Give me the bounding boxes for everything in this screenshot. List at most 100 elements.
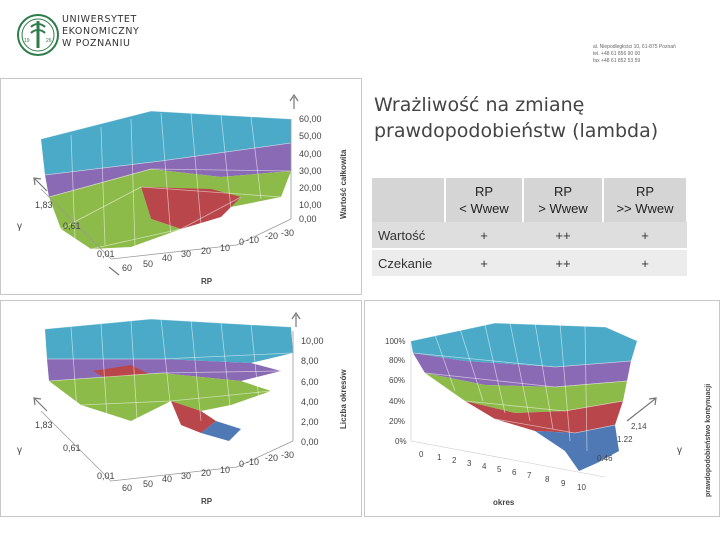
- x-tick: 2: [452, 456, 457, 465]
- z-tick: 10,00: [299, 200, 322, 210]
- surface-chart-value: 60,00 50,00 40,00 30,00 20,00 10,00 0,00…: [17, 93, 348, 286]
- x-tick: -10: [246, 235, 259, 245]
- x-tick: 0: [419, 450, 424, 459]
- surface-chart-probability-panel: 100% 80% 60% 40% 20% 0% 0 1 2 3 4 5 6 7 …: [364, 300, 720, 517]
- x-tick: 0: [239, 237, 244, 247]
- y-tick: 1,83: [35, 420, 53, 430]
- surface-chart-probability: 100% 80% 60% 40% 20% 0% 0 1 2 3 4 5 6 7 …: [385, 322, 712, 507]
- x-tick: -30: [281, 450, 294, 460]
- y-tick: 0.46: [597, 454, 613, 463]
- table-row: Czekanie + ++ +: [372, 248, 687, 276]
- x-tick: 40: [162, 474, 172, 484]
- contact-phone: tel. +48 61 856 90 00: [593, 51, 641, 57]
- z-tick: 10,00: [301, 336, 324, 346]
- x-tick: 4: [482, 462, 487, 471]
- table-header-cell: RP >> Wwew: [603, 178, 688, 222]
- surface-chart-value-panel: 60,00 50,00 40,00 30,00 20,00 10,00 0,00…: [0, 78, 362, 295]
- surface-band-green-front: [61, 187, 181, 249]
- surface-band-teal: [411, 323, 637, 367]
- x-tick: 50: [143, 479, 153, 489]
- y-tick: 0,61: [63, 443, 81, 453]
- logo-line-3: W POZNANIU: [62, 38, 131, 49]
- surface-chart-periods-panel: 10,00 8,00 6,00 4,00 2,00 0,00 Liczba ok…: [0, 300, 362, 517]
- university-logo: 19 26: [17, 14, 59, 56]
- logo-line-2: EKONOMICZNY: [62, 26, 140, 37]
- table-cell: ++: [523, 222, 603, 249]
- z-tick: 80%: [389, 356, 405, 365]
- z-tick: 0%: [395, 437, 407, 446]
- x-tick: 1: [437, 453, 442, 462]
- z-tick: 4,00: [301, 397, 319, 407]
- z-tick: 40,00: [299, 149, 322, 159]
- z-tick: 20%: [389, 417, 405, 426]
- x-tick: 9: [561, 479, 566, 488]
- z-tick: 40%: [389, 397, 405, 406]
- contact-address: al. Niepodległości 10, 61-875 Poznań: [593, 44, 676, 50]
- y-tick: 0,01: [97, 471, 115, 481]
- x-tick: 30: [181, 471, 191, 481]
- surface-band-teal: [41, 111, 291, 175]
- x-tick: -20: [265, 231, 278, 241]
- surface-band-green: [49, 169, 291, 229]
- table-cell: ++: [523, 248, 603, 276]
- y-tick: 1.22: [617, 435, 633, 444]
- x-axis-label: RP: [201, 497, 213, 506]
- table-cell: +: [603, 222, 687, 249]
- z-axis-label: Liczba okresów: [339, 369, 348, 429]
- x-tick: -30: [281, 228, 294, 238]
- y-axis-arrow-icon: [33, 177, 48, 192]
- z-tick: 2,00: [301, 417, 319, 427]
- x-axis-label: okres: [493, 498, 515, 507]
- z-tick: 60%: [389, 376, 405, 385]
- svg-text:26: 26: [46, 38, 52, 44]
- x-tick: 10: [220, 465, 230, 475]
- x-tick: 3: [467, 459, 472, 468]
- table-row-label: Wartość: [372, 222, 445, 249]
- x-tick: 30: [181, 249, 191, 259]
- table-row-label: Czekanie: [372, 248, 445, 276]
- slide-title: Wrażliwość na zmianę prawdopodobieństw (…: [374, 92, 694, 144]
- y-tick: 2,14: [631, 422, 647, 431]
- contact-fax: fax +48 61 852 53 59: [593, 58, 641, 64]
- contact-info: al. Niepodległości 10, 61-875 Poznań tel…: [593, 44, 693, 65]
- slide-title-line-2: prawdopodobieństw (lambda): [374, 120, 659, 142]
- surface-band-green: [49, 373, 271, 421]
- surface-band-red: [171, 401, 216, 433]
- x-tick: 20: [201, 246, 211, 256]
- surface-band-teal: [45, 319, 293, 363]
- surface-mesh: [44, 318, 294, 422]
- z-axis-label: prawdopodobieństwo kontynuacji: [705, 384, 712, 497]
- surface-band-red: [465, 401, 623, 433]
- surface-mesh: [40, 110, 292, 250]
- y-tick: 0,61: [63, 221, 81, 231]
- x-tick: -20: [265, 453, 278, 463]
- z-tick: 0,00: [301, 437, 319, 447]
- surface-band-green: [425, 373, 627, 413]
- surface-band-blue: [535, 425, 619, 471]
- y-tick: 1,83: [35, 200, 53, 210]
- svg-text:19: 19: [24, 38, 30, 44]
- logo-line-1: UNIWERSYTET: [62, 14, 137, 25]
- x-tick: 20: [201, 468, 211, 478]
- x-tick: -10: [246, 457, 259, 467]
- x-tick: 50: [143, 259, 153, 269]
- x-tick: 0: [239, 459, 244, 469]
- z-tick: 30,00: [299, 166, 322, 176]
- z-tick: 8,00: [301, 356, 319, 366]
- surface-band-purple: [45, 143, 291, 197]
- y-axis-label: γ: [17, 445, 22, 456]
- y-axis-label: γ: [17, 221, 22, 232]
- z-axis-arrow-icon: [289, 93, 299, 109]
- slide-title-line-1: Wrażliwość na zmianę: [374, 94, 585, 116]
- x-tick: 7: [527, 471, 532, 480]
- surface-band-purple: [413, 353, 631, 387]
- z-tick: 100%: [385, 337, 405, 346]
- surface-chart-periods: 10,00 8,00 6,00 4,00 2,00 0,00 Liczba ok…: [17, 311, 348, 506]
- surface-band-red: [141, 187, 241, 229]
- x-tick: 6: [512, 468, 517, 477]
- y-axis-arrow-icon: [626, 397, 657, 422]
- table-row: Wartość + ++ +: [372, 222, 687, 249]
- y-tick: 0,01: [97, 249, 115, 259]
- z-tick: 20,00: [299, 183, 322, 193]
- university-name: UNIWERSYTET EKONOMICZNY W POZNANIU: [62, 14, 139, 50]
